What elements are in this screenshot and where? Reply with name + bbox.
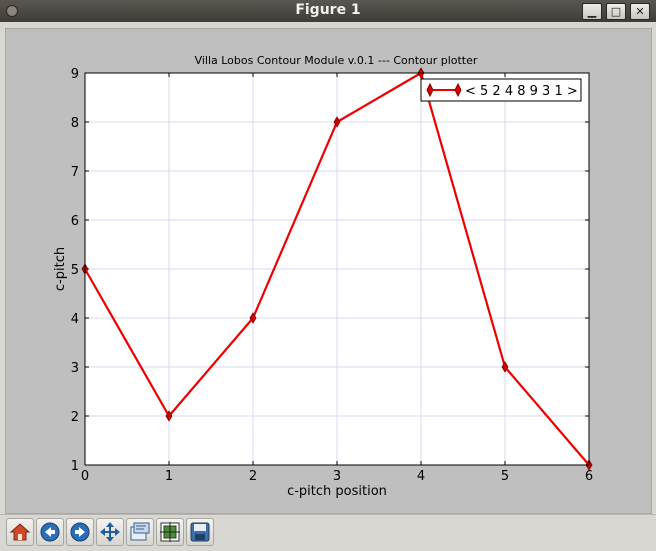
series-layer [81, 67, 593, 471]
y-axis-label: c-pitch [53, 247, 68, 291]
legend-box [420, 78, 582, 102]
forward-button[interactable] [66, 518, 94, 546]
home-button[interactable] [6, 518, 34, 546]
x-tick-label: 0 [81, 469, 89, 484]
data-point-marker [165, 410, 173, 422]
figure-canvas[interactable]: Villa Lobos Contour Module v.0.1 --- Con… [5, 28, 652, 514]
legend-marker-left [426, 82, 434, 98]
x-tick-label: 6 [585, 469, 593, 484]
zoom-rect-icon [130, 522, 150, 541]
title-bar[interactable]: Figure 1 ▁ □ ✕ [0, 0, 656, 22]
data-point-marker [333, 116, 341, 128]
window-title: Figure 1 [295, 2, 361, 18]
y-tick-label: 9 [71, 67, 79, 82]
legend-marker-right [454, 82, 462, 98]
plot-frame [84, 72, 590, 466]
y-tick-label: 7 [71, 165, 79, 180]
subplots-icon [160, 522, 180, 542]
y-tick-label: 1 [71, 459, 79, 474]
x-tick-label: 3 [333, 469, 341, 484]
save-floppy-icon [190, 522, 210, 542]
legend-label: < 5 2 4 8 9 3 1 > [465, 84, 578, 99]
navigation-toolbar [0, 514, 656, 551]
close-button[interactable]: ✕ [630, 3, 650, 20]
back-arrow-icon [40, 522, 60, 542]
home-icon [9, 523, 31, 541]
subplots-button[interactable] [156, 518, 184, 546]
chart-svg: Villa Lobos Contour Module v.0.1 --- Con… [53, 54, 593, 499]
x-tick-label: 2 [249, 469, 257, 484]
data-point-marker [249, 312, 257, 324]
zoom-rect-button[interactable] [126, 518, 154, 546]
y-tick-label: 6 [71, 214, 79, 229]
y-tick-label: 5 [71, 263, 79, 278]
legend: < 5 2 4 8 9 3 1 > [420, 78, 582, 102]
y-tick-label: 8 [71, 116, 79, 131]
y-tick-label: 3 [71, 361, 79, 376]
x-tick-label: 4 [417, 469, 425, 484]
save-button[interactable] [186, 518, 214, 546]
back-button[interactable] [36, 518, 64, 546]
pan-button[interactable] [96, 518, 124, 546]
x-tick-label: 5 [501, 469, 509, 484]
window-menu-icon[interactable] [6, 5, 18, 17]
forward-arrow-icon [70, 522, 90, 542]
minimize-button[interactable]: ▁ [582, 3, 602, 20]
x-tick-label: 1 [165, 469, 173, 484]
y-tick-label: 4 [71, 312, 79, 327]
y-tick-label: 2 [71, 410, 79, 425]
pan-move-icon [100, 522, 120, 542]
chart-title: Villa Lobos Contour Module v.0.1 --- Con… [195, 54, 478, 67]
maximize-button[interactable]: □ [606, 3, 626, 20]
data-point-marker [501, 361, 509, 373]
x-axis-label: c-pitch position [287, 484, 387, 499]
